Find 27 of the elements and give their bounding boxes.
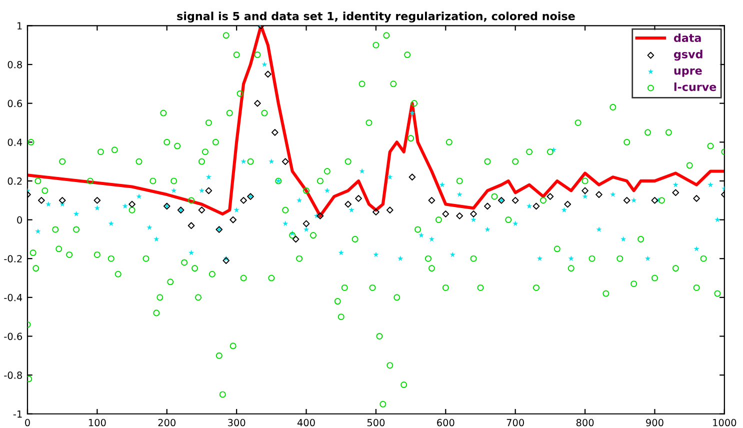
y-tick-label: -0.4	[4, 294, 22, 302]
legend-label: gsvd	[674, 50, 702, 61]
y-tick-label: -0.6	[4, 332, 22, 340]
legend-label: upre	[674, 68, 702, 77]
x-tick-label: 600	[437, 418, 454, 426]
x-tick-label: 100	[88, 418, 106, 426]
x-tick-label: 0	[25, 418, 30, 426]
y-tick-label: -0.2	[4, 255, 22, 262]
x-tick-label: 700	[506, 418, 524, 426]
legend-label: data	[674, 33, 701, 42]
y-tick-label: 0.4	[8, 138, 22, 146]
x-tick-label: 300	[228, 418, 246, 426]
x-tick-label: 500	[367, 418, 385, 426]
y-tick-label: 0	[17, 216, 22, 224]
x-tick-label: 900	[646, 418, 664, 426]
x-tick-label: 1000	[713, 418, 736, 426]
y-tick-label: -0.8	[4, 372, 22, 379]
y-tick-label: 0.8	[8, 60, 22, 68]
x-tick-label: 400	[297, 418, 315, 426]
x-tick-label: 800	[576, 418, 594, 426]
chart-title: signal is 5 and data set 1, identity regularization, colored noise	[177, 12, 575, 23]
y-tick-label: 0.6	[8, 100, 22, 108]
x-tick-label: 200	[158, 418, 176, 426]
y-tick-label: -1	[13, 410, 22, 418]
y-tick-label: 0.2	[8, 177, 22, 185]
y-tick-label: 1	[18, 22, 22, 30]
legend-label: l-curve	[674, 82, 716, 92]
